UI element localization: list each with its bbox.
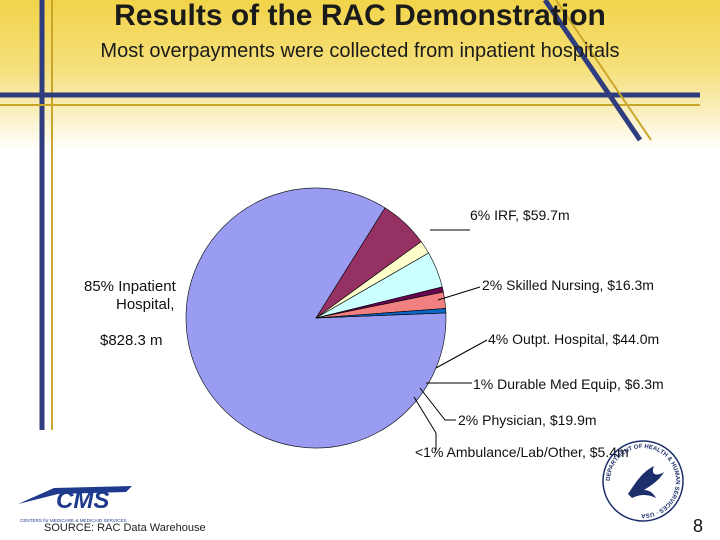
label-inpatient-line3: $828.3 m [100,332,163,349]
pie-slices [185,187,447,449]
cms-logo: CMS CENTERS for MEDICARE & MEDICAID SERV… [18,486,132,523]
stripe-diagonal-navy [542,0,643,142]
header-gradient-band [0,0,720,150]
page-number: 8 [693,516,704,536]
label-irf: 6% IRF, $59.7m [470,207,570,223]
label-inpatient-line1: 85% Inpatient [84,278,176,295]
slide-subtitle: Most overpayments were collected from in… [100,40,620,62]
label-physician: 2% Physician, $19.9m [458,412,597,428]
leader-line-outpt [435,339,488,369]
stripe-diagonal-gold [555,0,652,141]
hhs-seal-eagle [628,466,664,498]
leader-line-snf [437,286,481,301]
cms-logo-text: CMS [56,487,109,514]
pie-slice-ambulance-lab-other [315,308,447,319]
label-durable-med-equip: 1% Durable Med Equip, $6.3m [473,376,664,392]
label-skilled-nursing: 2% Skilled Nursing, $16.3m [482,277,654,293]
leader-lines [413,229,488,450]
slide-title: Results of the RAC Demonstration [114,0,606,32]
cms-logo-subtext: CENTERS for MEDICARE & MEDICAID SERVICES [20,518,127,523]
label-inpatient-line2: Hospital, [116,296,175,313]
leader-line-ambulance [413,396,437,450]
cms-logo-swoosh [18,486,132,504]
source-note: SOURCE: RAC Data Warehouse [44,522,206,534]
label-outpatient-hospital: 4% Outpt. Hospital, $44.0m [488,331,660,347]
leader-line-physician [419,387,456,421]
label-ambulance-lab-other: <1% Ambulance/Lab/Other, $5.4m [415,444,629,460]
hhs-seal-icon: DEPARTMENT OF HEALTH & HUMAN SERVICES · … [602,440,684,522]
